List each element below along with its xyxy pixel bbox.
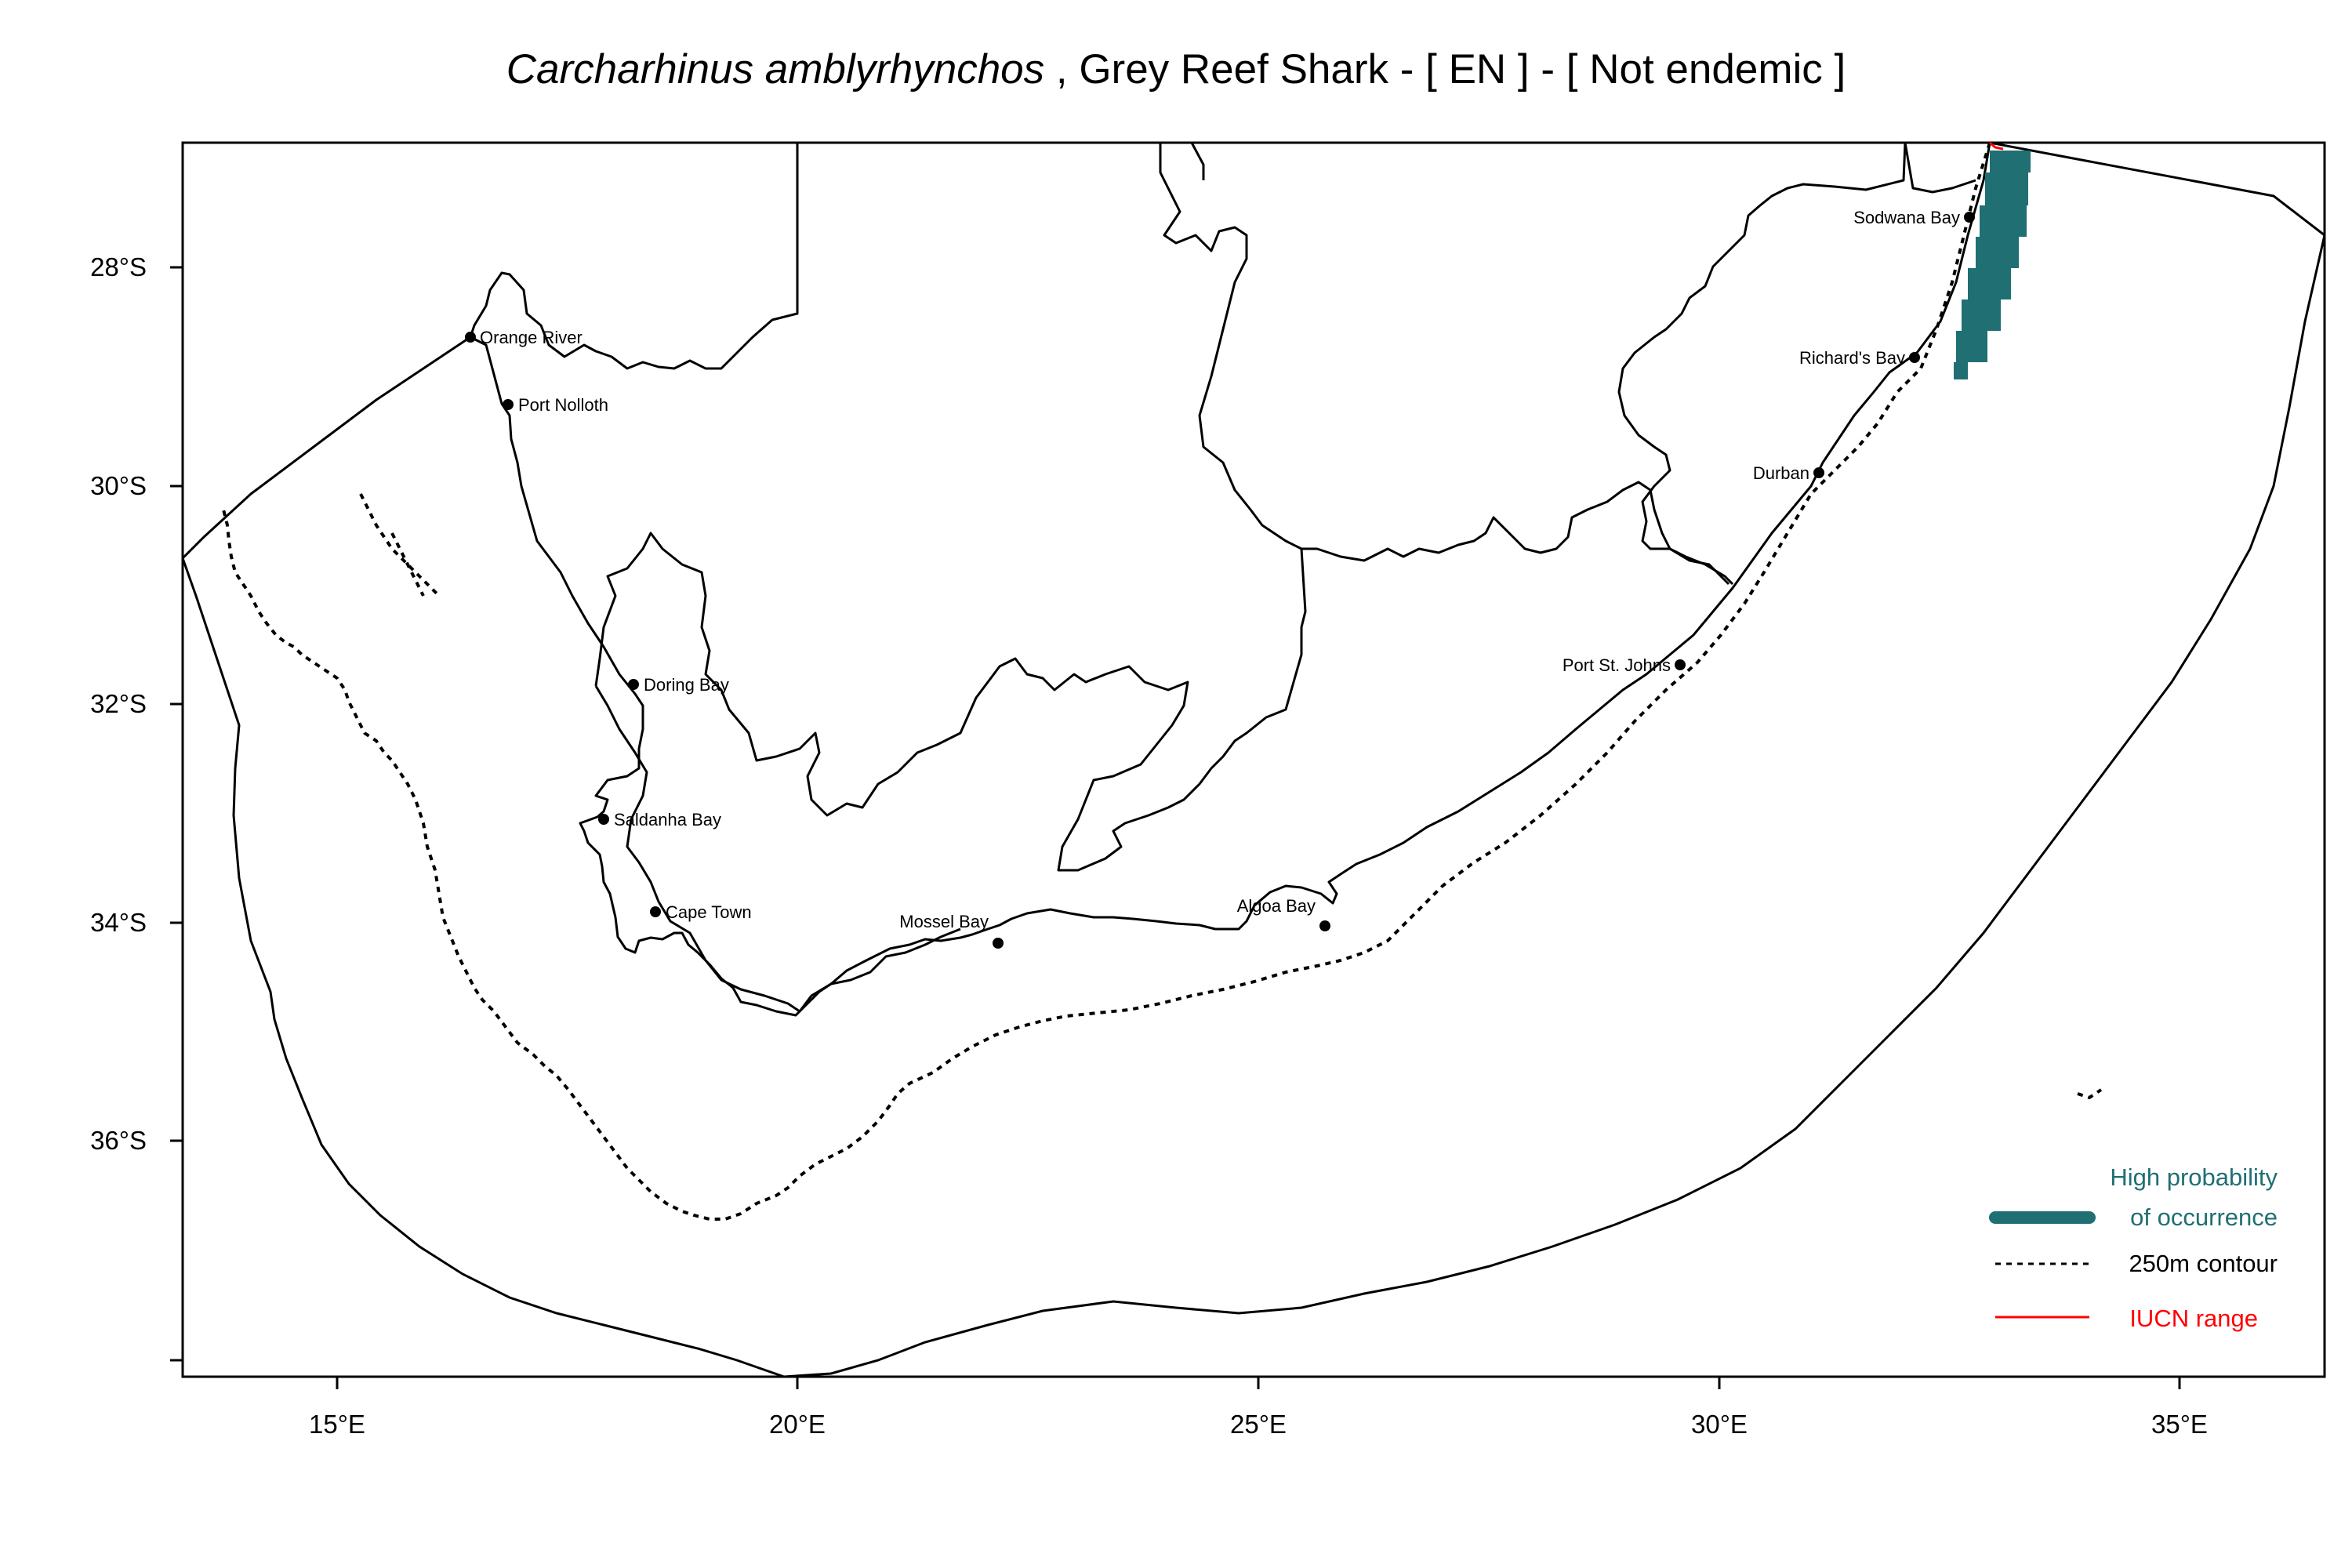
legend: High probability of occurrence 250m cont…	[1989, 1163, 2278, 1332]
place-marker-cape-town	[650, 906, 661, 917]
place-marker-doring-bay	[628, 679, 639, 690]
place-marker-algoa-bay	[1319, 920, 1330, 931]
place-marker-orange-river	[465, 332, 476, 343]
x-tick-label: 20°E	[769, 1410, 826, 1439]
place-label-orange-river: Orange River	[480, 328, 583, 347]
place-label-mossel-bay: Mossel Bay	[899, 912, 989, 931]
legend-high-probability-line1: High probability	[2110, 1163, 2278, 1191]
y-tick-label: 36°S	[90, 1126, 147, 1155]
place-label-durban: Durban	[1753, 463, 1809, 483]
y-tick-label: 30°S	[90, 471, 147, 500]
place-label-port-st-johns: Port St. Johns	[1563, 655, 1671, 675]
place-label-doring-bay: Doring Bay	[644, 675, 729, 695]
place-label-cape-town: Cape Town	[666, 902, 752, 922]
place-marker-saldanha-bay	[598, 814, 609, 825]
x-tick-label: 35°E	[2151, 1410, 2208, 1439]
place-marker-richards-bay	[1909, 352, 1920, 363]
x-tick-label: 15°E	[309, 1410, 365, 1439]
place-marker-mossel-bay	[993, 938, 1004, 949]
provincial-boundaries	[181, 141, 2325, 1017]
y-tick-label: 34°S	[90, 908, 147, 937]
y-tick-label: 32°S	[90, 689, 147, 718]
legend-iucn: IUCN range	[2129, 1305, 2258, 1332]
place-label-algoa-bay: Algoa Bay	[1237, 896, 1316, 916]
place-markers: Orange River Port Nolloth Doring Bay Sal…	[465, 208, 1975, 949]
x-tick-label: 30°E	[1691, 1410, 1748, 1439]
place-marker-durban	[1813, 467, 1824, 478]
place-label-richards-bay: Richard's Bay	[1799, 348, 1905, 368]
eez-boundary	[181, 234, 2326, 1378]
place-marker-port-nolloth	[503, 399, 514, 410]
contour-250m	[222, 142, 2103, 1221]
occurrence-area	[1954, 151, 2031, 379]
legend-contour: 250m contour	[2129, 1250, 2278, 1277]
x-tick-label: 25°E	[1230, 1410, 1287, 1439]
map-title: Carcharhinus amblyrhynchos , Grey Reef S…	[0, 45, 2352, 93]
place-marker-sodwana-bay	[1964, 212, 1975, 223]
title-details: , Grey Reef Shark - [ EN ] - [ Not endem…	[1044, 46, 1846, 93]
legend-high-probability-line2: of occurrence	[2130, 1203, 2278, 1231]
y-tick-label: 28°S	[90, 252, 147, 281]
axis-ticks	[170, 266, 2181, 1389]
place-label-saldanha-bay: Saldanha Bay	[614, 810, 721, 829]
map-frame	[181, 141, 2326, 1378]
place-label-port-nolloth: Port Nolloth	[518, 395, 608, 415]
place-marker-port-st-johns	[1675, 659, 1686, 670]
iucn-range	[1989, 141, 2004, 151]
place-label-sodwana-bay: Sodwana Bay	[1853, 208, 1960, 227]
species-scientific-name: Carcharhinus amblyrhynchos	[506, 46, 1045, 93]
